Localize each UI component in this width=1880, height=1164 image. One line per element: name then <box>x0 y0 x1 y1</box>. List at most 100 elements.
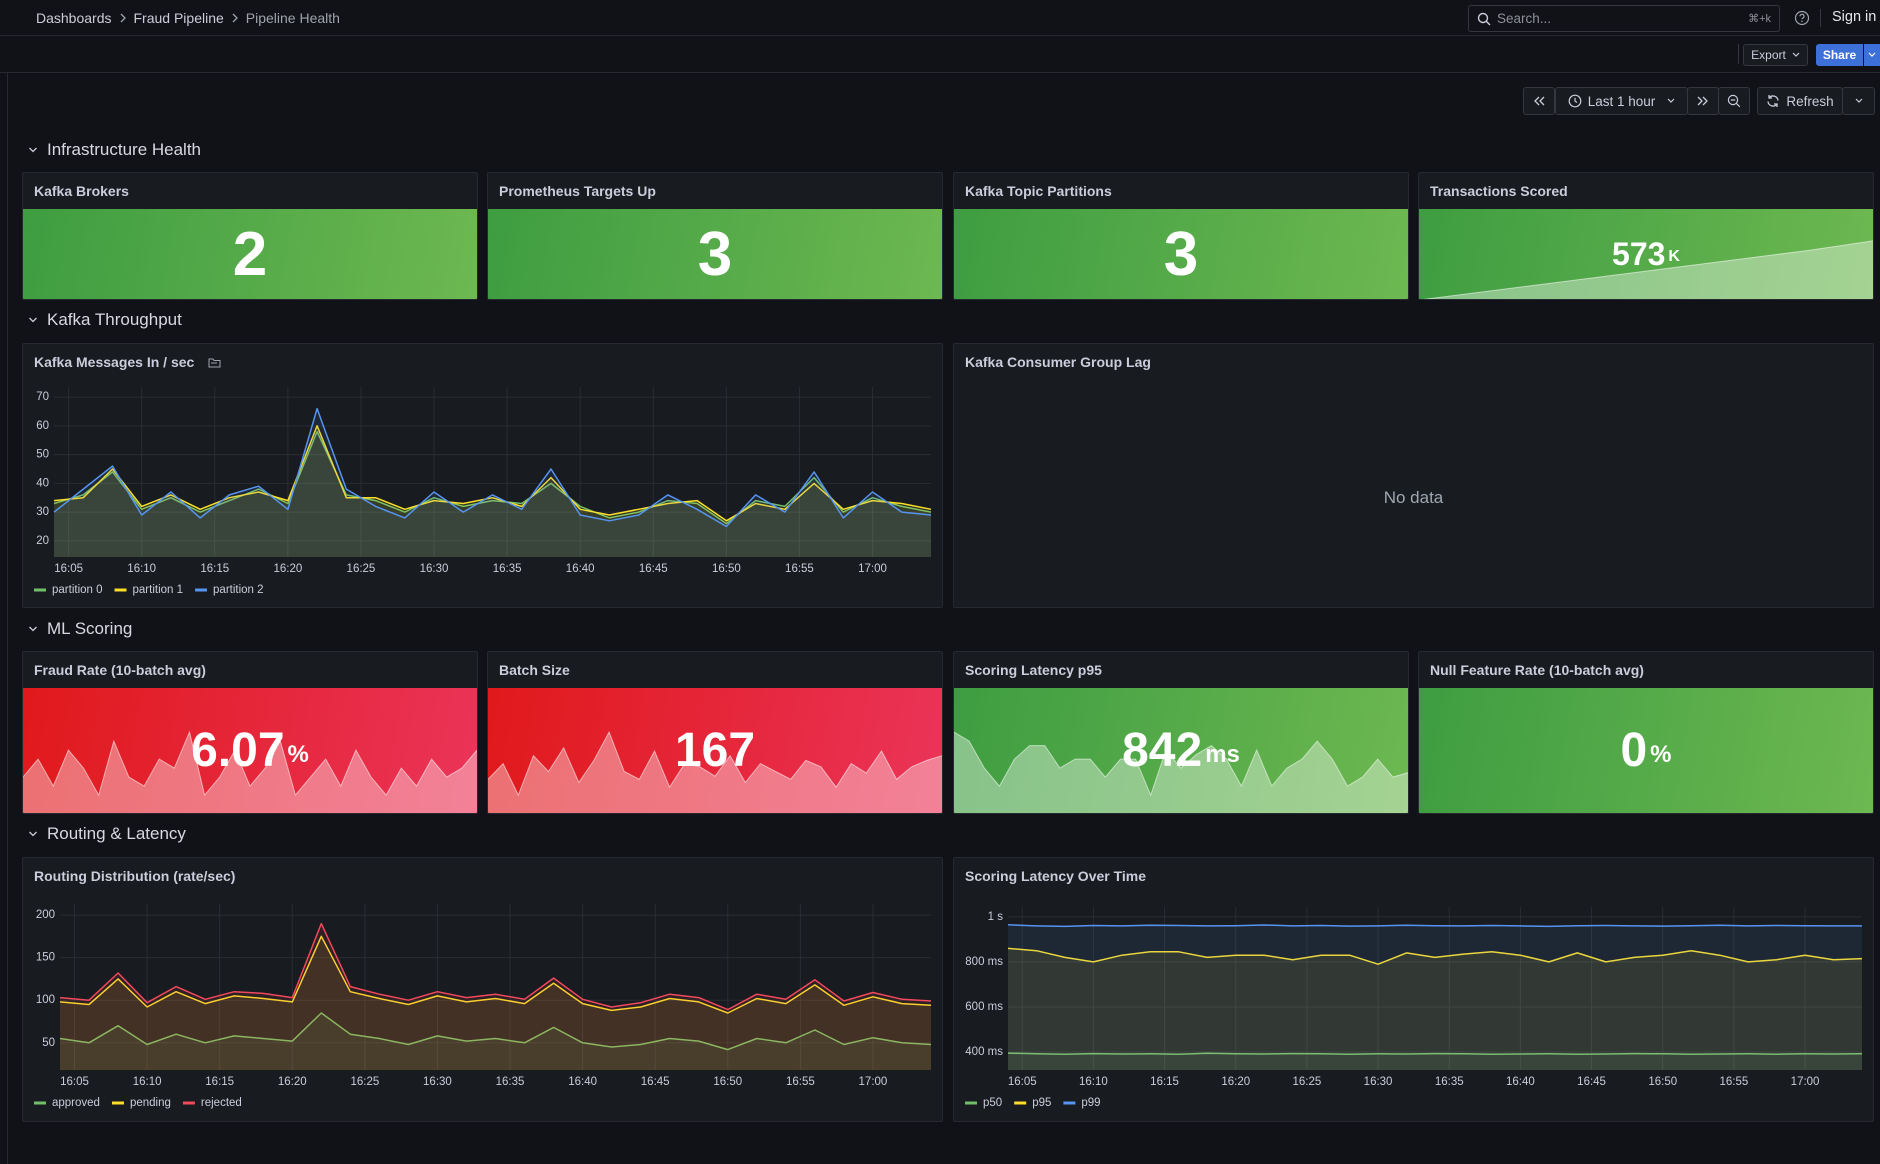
section-header[interactable]: Kafka Throughput <box>28 308 182 332</box>
legend-label: partition 2 <box>213 584 264 596</box>
refresh-button[interactable]: Refresh <box>1757 87 1843 115</box>
legend-label: p95 <box>1032 1097 1051 1109</box>
breadcrumb-item[interactable]: Dashboards <box>36 10 112 26</box>
chevron-down <box>29 626 37 632</box>
x-tick-label: 16:20 <box>1221 1076 1250 1088</box>
x-tick-label: 16:05 <box>54 563 83 575</box>
share-menu[interactable] <box>1864 44 1880 66</box>
x-tick-label: 16:45 <box>639 563 668 575</box>
sparkline <box>488 730 942 813</box>
x-tick-label: 16:05 <box>60 1076 89 1088</box>
stat-area: 2 <box>23 209 477 299</box>
export-button[interactable]: Export <box>1743 44 1808 66</box>
stat-value: 6.07% <box>23 688 477 813</box>
section-header[interactable]: Routing & Latency <box>28 822 186 846</box>
section-header[interactable]: ML Scoring <box>28 617 132 641</box>
icon <box>208 358 221 368</box>
stat-panel: Kafka Brokers 2 <box>22 172 478 300</box>
time-range-picker[interactable]: Last 1 hour <box>1555 87 1688 115</box>
series-area <box>60 1013 931 1070</box>
x-tick-label: 16:40 <box>1506 1076 1535 1088</box>
series-area <box>60 936 931 1070</box>
share-button[interactable]: Share <box>1816 44 1863 66</box>
series-area <box>1008 948 1862 1070</box>
refresh-icon <box>1767 95 1780 107</box>
stat-area: 3 <box>954 209 1408 299</box>
x-tick-label: 16:35 <box>493 563 522 575</box>
unit: % <box>1650 741 1672 768</box>
x-tick-label: 16:45 <box>641 1076 670 1088</box>
stat-area: 0% <box>1419 688 1873 813</box>
breadcrumb-item[interactable]: Fraud Pipeline <box>133 10 224 26</box>
value: 3 <box>697 219 733 289</box>
panel-title: Kafka Messages In / sec <box>34 344 221 380</box>
refresh-interval[interactable] <box>1842 87 1875 115</box>
sparkline <box>1422 240 1873 299</box>
x-tick-label: 16:20 <box>278 1076 307 1088</box>
stat-panel: Transactions Scored 573 K <box>1418 172 1874 300</box>
x-tick-label: 16:40 <box>568 1076 597 1088</box>
chevron-down <box>29 147 37 153</box>
sparkline <box>954 731 1408 813</box>
chart: 50 100 150 200 16:05 16:10 16:15 16:20 16:25 16:3… <box>34 904 932 1109</box>
series-line <box>1007 1052 1863 1055</box>
chart-panel: 50 100 150 200 16:05 16:10 16:15 16:20 16:25 16:3… <box>22 857 943 1122</box>
title-text: Scoring Latency Over Time <box>965 868 1147 884</box>
search-placeholder: Search... <box>1497 11 1552 26</box>
sidebar-edge <box>7 73 8 1164</box>
stat-area: 842 ms <box>954 688 1408 813</box>
sparkline-area <box>488 732 942 813</box>
section-title: ML Scoring <box>47 619 133 638</box>
chevron <box>232 13 238 23</box>
panel-title: Routing Distribution (rate/sec) <box>34 858 235 894</box>
lag-panel: Kafka Consumer Group Lag No data <box>953 343 1874 608</box>
series-line <box>1007 924 1862 928</box>
y-tick-label: 150 <box>36 952 55 964</box>
section-header[interactable]: Infrastructure Health <box>28 138 201 162</box>
series-line <box>53 425 932 522</box>
y-tick-label: 100 <box>36 994 55 1006</box>
x-tick-label: 16:55 <box>786 1076 815 1088</box>
y-tick-label: 600 ms <box>965 1001 1003 1013</box>
stat-panel: Batch Size 167 <box>487 651 943 814</box>
series-area <box>54 425 931 557</box>
sparkline-line <box>488 730 942 797</box>
stat-area: 6.07% <box>23 688 477 813</box>
stat-value: 842 ms <box>954 688 1408 813</box>
value: 3 <box>1163 219 1199 289</box>
x-tick-label: 16:10 <box>1079 1076 1108 1088</box>
x-tick-label: 16:05 <box>1008 1076 1037 1088</box>
share-label: Share <box>1822 48 1857 62</box>
help-icon[interactable] <box>1794 10 1810 26</box>
sparkline-area <box>1426 240 1873 299</box>
y-tick-label: 30 <box>36 506 49 518</box>
legend-label: partition 0 <box>52 584 103 596</box>
stat-value: 0% <box>1419 688 1873 813</box>
x-tick-label: 16:25 <box>1293 1076 1322 1088</box>
x-tick-label: 16:10 <box>127 563 156 575</box>
value: 167 <box>674 724 756 777</box>
time-back[interactable] <box>1523 87 1555 115</box>
search-box[interactable]: Search... ⌘+k <box>1468 5 1780 32</box>
time-range: Last 1 hour <box>1587 93 1656 109</box>
search-shortcut: ⌘+k <box>1748 13 1771 25</box>
chevron-down <box>29 831 37 837</box>
panel-title: Prometheus Targets Up <box>499 183 656 199</box>
panel-title: Batch Size <box>499 662 570 678</box>
x-tick-label: 16:35 <box>1435 1076 1464 1088</box>
y-tick-label: 70 <box>36 391 49 403</box>
time-forward[interactable] <box>1687 87 1719 115</box>
icon <box>29 317 37 323</box>
refresh-label: Refresh <box>1786 93 1834 109</box>
series-line <box>59 922 932 1011</box>
x-tick-label: 16:35 <box>496 1076 525 1088</box>
series-area <box>60 923 931 1070</box>
chevron-down <box>1792 52 1800 57</box>
x-tick-label: 16:55 <box>1720 1076 1749 1088</box>
sign-in[interactable]: Sign in <box>1832 9 1877 25</box>
panel-title: Scoring Latency Over Time <box>965 858 1146 894</box>
legend-label: approved <box>52 1097 100 1109</box>
divider <box>1738 44 1739 64</box>
panel-title: Kafka Brokers <box>34 183 129 199</box>
zoom-out[interactable] <box>1718 87 1750 115</box>
